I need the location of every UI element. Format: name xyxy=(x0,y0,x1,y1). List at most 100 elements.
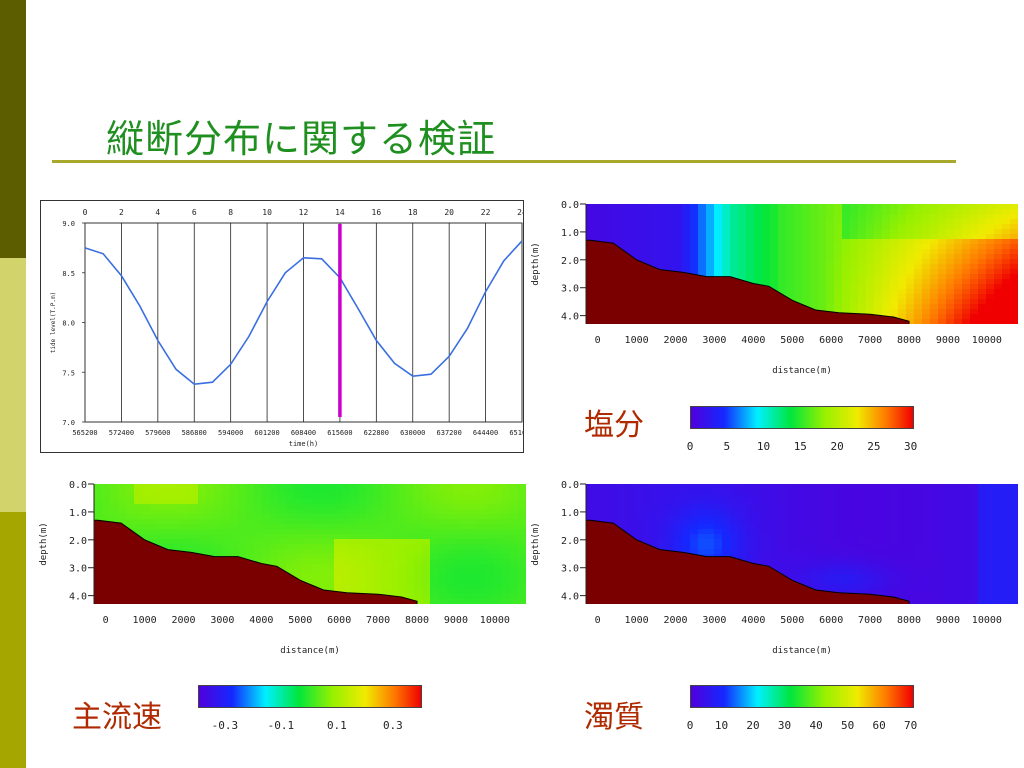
velocity-x-tick-label: 7000 xyxy=(366,615,390,626)
velocity-x-tick-label: 10000 xyxy=(480,615,510,626)
turbidity-x-tick-label: 3000 xyxy=(702,615,726,626)
salinity-colorbar-gradient xyxy=(690,406,914,429)
salinity-x-axis-label: distance(m) xyxy=(772,366,832,376)
tide-top-tick-label: 22 xyxy=(481,208,491,217)
turbidity-y-tick-label: 1.0 xyxy=(561,508,579,519)
colorbar-tick-label: 10 xyxy=(756,440,771,453)
tide-chart-svg: 0 565200 2 572400 4 579600 6 586800 8 594000 10 601… xyxy=(50,208,535,448)
turbidity-section-svg: 0.0 1.0 2.0 3.0 4.0 depth(m) 0 1000 2000 3000 4000… xyxy=(531,480,1018,656)
colorbar-tick-label: 20 xyxy=(746,719,760,732)
turbidity-x-tick-label: 7000 xyxy=(858,615,882,626)
velocity-x-tick-label: 9000 xyxy=(444,615,468,626)
tide-bottom-tick-label: 637200 xyxy=(437,429,462,437)
turbidity-y-tick-label: 2.0 xyxy=(561,536,579,547)
tide-y-tick-label: 9.0 xyxy=(62,220,75,228)
colorbar-tick-label: 0 xyxy=(686,719,694,732)
tide-bottom-tick-label: 586800 xyxy=(182,429,207,437)
tide-x-axis-label: time(h) xyxy=(289,440,319,448)
tide-y-tick-label: 8.5 xyxy=(62,270,75,278)
velocity-riverbed xyxy=(94,519,418,604)
turbidity-x-tick-label: 9000 xyxy=(936,615,960,626)
velocity-x-tick-label: 8000 xyxy=(405,615,429,626)
tide-y-axis-label: tide level(T.P.m) xyxy=(50,292,57,353)
tide-top-tick-label: 12 xyxy=(299,208,309,217)
colorbar-tick-label: 0 xyxy=(686,440,694,453)
tide-top-tick-label: 6 xyxy=(192,208,197,217)
velocity-x-axis-label: distance(m) xyxy=(280,646,340,656)
tide-top-tick-label: 4 xyxy=(155,208,160,217)
salinity-x-tick-label: 0 xyxy=(595,335,601,346)
turbidity-section: 0.0 1.0 2.0 3.0 4.0 depth(m) 0 1000 2000 3000 4000… xyxy=(528,476,1024,670)
salinity-y-tick-label: 3.0 xyxy=(561,284,579,295)
tide-top-tick-label: 2 xyxy=(119,208,124,217)
velocity-x-tick-label: 1000 xyxy=(133,615,157,626)
title-underline xyxy=(52,160,956,163)
tide-top-tick-label: 14 xyxy=(335,208,345,217)
slide-title: 縦断分布に関する検証 xyxy=(106,117,497,161)
turbidity-y-axis-label: depth(m) xyxy=(531,522,541,565)
colorbar-tick-label: 30 xyxy=(904,440,918,453)
tide-bottom-tick-label: 565200 xyxy=(72,429,97,437)
turbidity-y-tick-label: 0.0 xyxy=(561,480,579,491)
velocity-y-tick-label: 3.0 xyxy=(69,564,87,575)
salinity-x-tick-label: 1000 xyxy=(625,335,649,346)
tide-y-tick-label: 7.0 xyxy=(62,419,75,427)
tide-y-tick-label: 7.5 xyxy=(62,369,75,377)
turbidity-label: 濁質 xyxy=(584,700,644,735)
velocity-x-tick-label: 0 xyxy=(103,615,109,626)
salinity-section-svg: 0.0 1.0 2.0 3.0 4.0 depth(m) 0 1000 2000 3000 4000… xyxy=(531,200,1018,376)
salinity-y-tick-label: 1.0 xyxy=(561,228,579,239)
tide-bottom-tick-label: 644400 xyxy=(473,429,498,437)
sidebar-band-bottom xyxy=(0,512,26,768)
sidebar-decoration xyxy=(0,0,26,768)
colorbar-tick-label: 5 xyxy=(723,440,731,453)
turbidity-x-tick-label: 5000 xyxy=(780,615,804,626)
colorbar-tick-label: 40 xyxy=(809,719,823,732)
tide-bottom-tick-label: 622800 xyxy=(364,429,389,437)
tide-bottom-tick-label: 579600 xyxy=(145,429,170,437)
tide-top-tick-label: 10 xyxy=(262,208,272,217)
turbidity-x-tick-label: 8000 xyxy=(897,615,921,626)
sidebar-band-middle xyxy=(0,258,26,512)
colorbar-tick-label: -0.1 xyxy=(267,719,295,732)
turbidity-contour-field xyxy=(586,484,1018,604)
velocity-colorbar-gradient xyxy=(198,685,422,708)
salinity-y-tick-label: 4.0 xyxy=(561,312,579,323)
tide-y-tick-label: 8.0 xyxy=(62,320,75,328)
turbidity-x-axis-label: distance(m) xyxy=(772,646,832,656)
salinity-x-tick-label: 6000 xyxy=(819,335,843,346)
velocity-section-svg: 0.0 1.0 2.0 3.0 4.0 depth(m) 0 1000 2000 3000 4000… xyxy=(39,480,526,656)
velocity-x-tick-label: 3000 xyxy=(210,615,234,626)
colorbar-tick-label: 0.1 xyxy=(326,719,347,732)
turbidity-x-tick-label: 10000 xyxy=(972,615,1002,626)
salinity-x-tick-label: 5000 xyxy=(780,335,804,346)
salinity-label: 塩分 xyxy=(584,408,644,443)
tide-bottom-tick-label: 594000 xyxy=(218,429,243,437)
colorbar-tick-label: 25 xyxy=(867,440,881,453)
tide-bottom-tick-label: 615600 xyxy=(327,429,352,437)
turbidity-colorbar-gradient xyxy=(690,685,914,708)
tide-top-tick-label: 18 xyxy=(408,208,418,217)
colorbar-tick-label: 20 xyxy=(830,440,844,453)
salinity-y-tick-label: 0.0 xyxy=(561,200,579,211)
velocity-x-tick-label: 5000 xyxy=(288,615,312,626)
colorbar-tick-label: 15 xyxy=(793,440,807,453)
colorbar-tick-label: 0.3 xyxy=(382,719,403,732)
tide-level-line xyxy=(84,240,523,386)
turbidity-y-tick-label: 4.0 xyxy=(561,592,579,603)
tide-top-tick-label: 0 xyxy=(83,208,88,217)
salinity-riverbed xyxy=(586,239,910,324)
sidebar-band-top xyxy=(0,0,26,258)
colorbar-tick-label: 50 xyxy=(840,719,855,732)
turbidity-x-tick-label: 6000 xyxy=(819,615,843,626)
salinity-y-tick-label: 2.0 xyxy=(561,256,579,267)
velocity-contour-field xyxy=(94,484,526,604)
velocity-label: 主流速 xyxy=(72,700,162,735)
tide-level-chart: 0 565200 2 572400 4 579600 6 586800 8 594000 10 601… xyxy=(40,200,535,453)
salinity-x-tick-label: 10000 xyxy=(972,335,1002,346)
turbidity-x-tick-label: 0 xyxy=(595,615,601,626)
colorbar-tick-label: -0.3 xyxy=(211,719,239,732)
tide-bottom-tick-label: 651600 xyxy=(509,429,523,437)
velocity-x-tick-label: 2000 xyxy=(171,615,195,626)
salinity-x-tick-label: 7000 xyxy=(858,335,882,346)
